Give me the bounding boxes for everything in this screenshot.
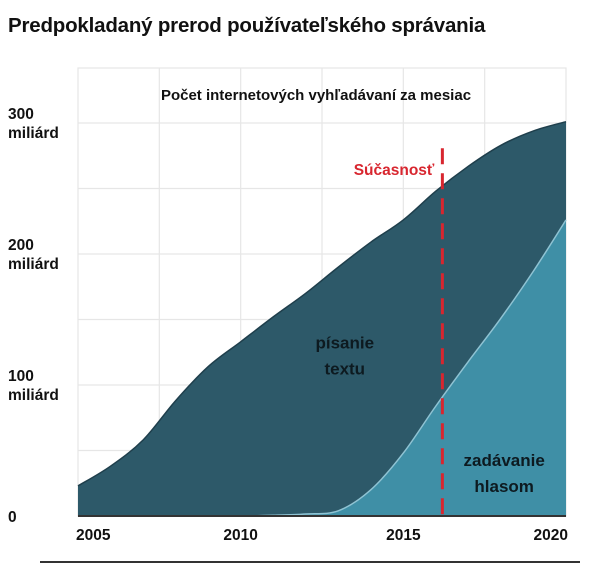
x-tick-label: 2005 — [76, 527, 111, 544]
y-tick-label: 200 miliárd — [8, 237, 59, 273]
series-line-text — [77, 120, 567, 487]
series-label-text: písanie textu — [315, 333, 374, 378]
chart-axes: 0 100 miliárd 200 miliárd 300 miliárd 2005 2010 2… — [8, 106, 568, 544]
chart-labels: Počet internetových vyhľadávaní za mesia… — [161, 87, 545, 496]
bottom-divider — [40, 561, 580, 563]
x-tick-label: 2015 — [386, 527, 421, 544]
x-tick-label: 2010 — [223, 527, 257, 544]
area-voice — [78, 219, 566, 517]
series-label-voice: zadávanie hlasom — [464, 451, 545, 496]
y-tick-label: 100 miliárd — [8, 368, 59, 404]
present-annotation: Súčasnosť — [354, 148, 444, 516]
x-tick-label: 2020 — [534, 527, 568, 544]
present-label: Súčasnosť — [354, 162, 435, 179]
page-title: Predpokladaný prerod používateľského spr… — [8, 14, 486, 37]
chart-title: Počet internetových vyhľadávaní za mesia… — [161, 87, 471, 104]
y-tick-label: 300 miliárd — [8, 106, 59, 142]
y-tick-label: 0 — [8, 509, 17, 526]
